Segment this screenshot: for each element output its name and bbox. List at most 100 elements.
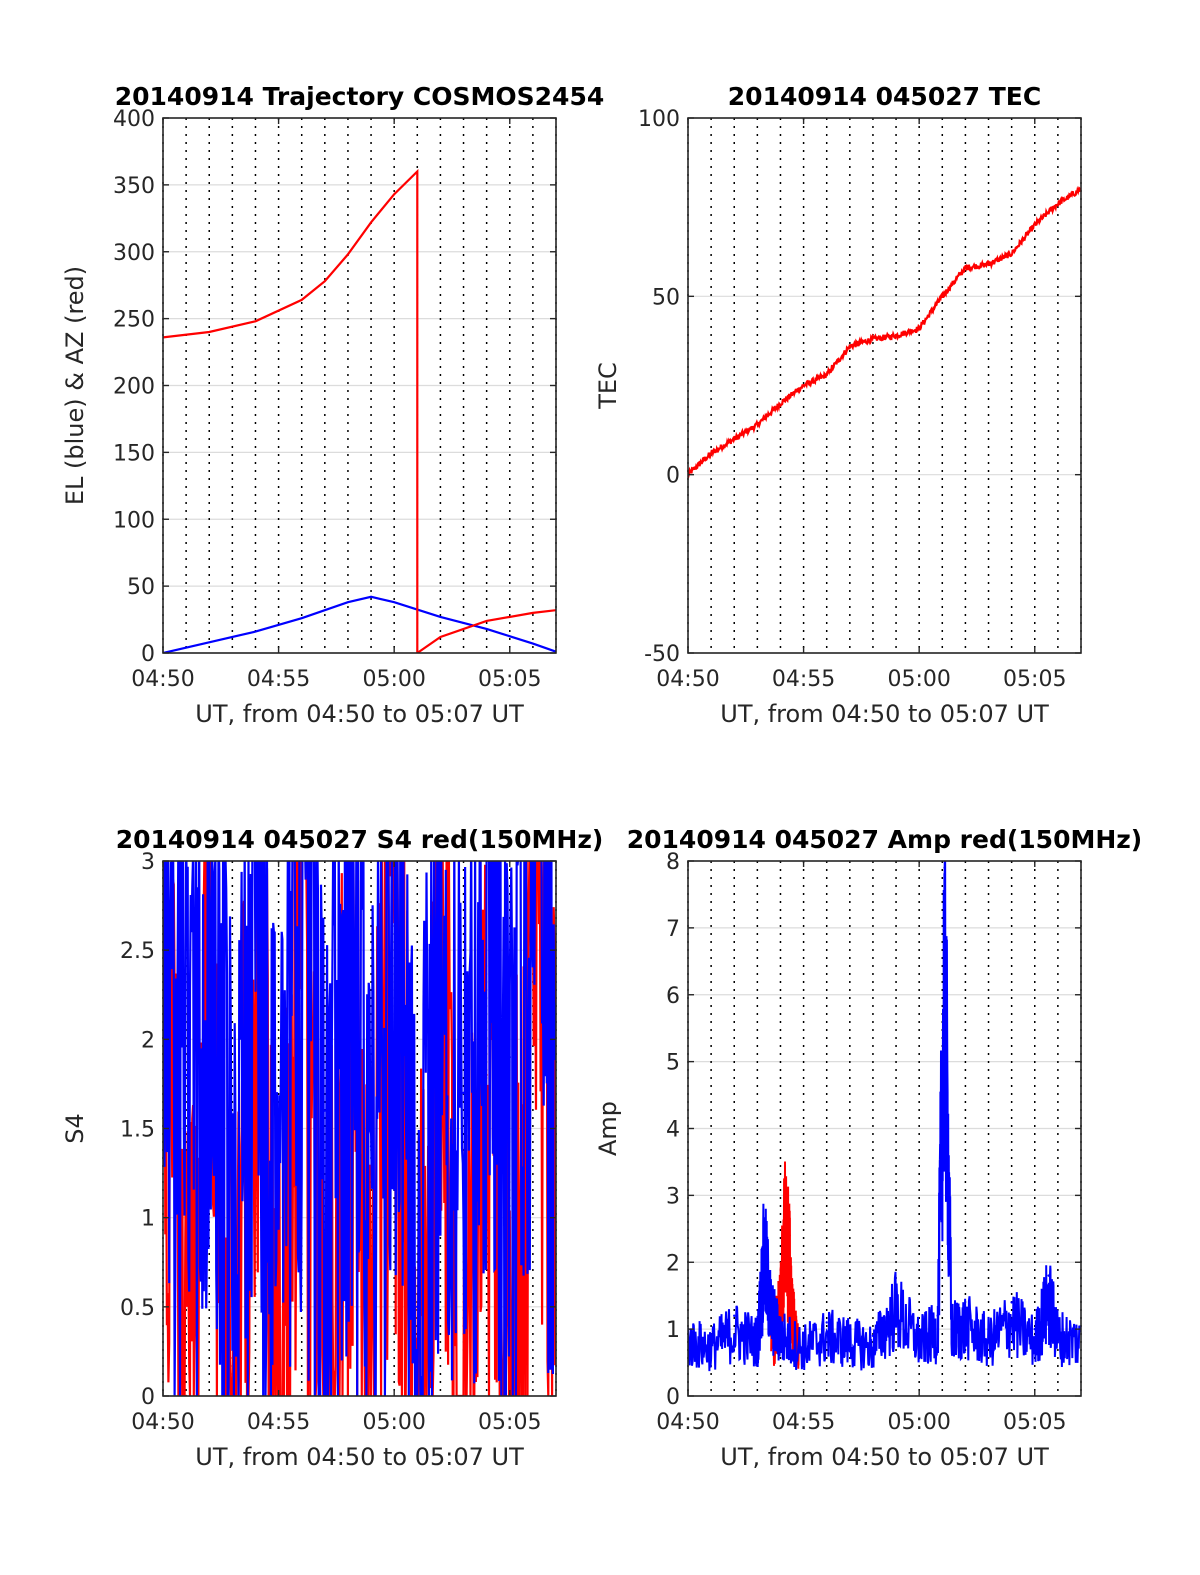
plot-area [163,861,556,1396]
y-tick-label: 200 [113,375,155,400]
y-tick-label: 0 [666,1385,680,1410]
data-point [531,895,535,898]
y-tick-label: 6 [666,984,680,1009]
y-tick-label: -50 [644,642,680,667]
plot-area [688,185,1081,479]
data-point [783,1187,787,1190]
data-point [894,1287,898,1291]
series-line-2 [163,861,556,1396]
data-point [369,1145,373,1148]
data-point [508,1055,511,1059]
y-tick-label: 2.5 [120,939,155,964]
x-tick-label: 04:50 [656,667,719,692]
y-tick-label: 0.5 [120,1296,155,1321]
data-point [779,1287,782,1291]
chart-title: 20140914 Trajectory COSMOS2454 [115,82,605,111]
chart-1: 0 50 100 150 200 250 300 350 400 04:50 04:55 05:00 0… [61,82,604,728]
x-tick-label: 05:00 [887,667,950,692]
plot-area [163,168,556,653]
x-axis-label: UT, from 04:50 to 05:07 UT [195,1443,524,1471]
x-tick-label: 05:00 [362,667,425,692]
x-tick-label: 05:05 [478,667,541,692]
y-tick-label: 350 [113,174,155,199]
data-point [184,1073,188,1077]
data-point [1047,1274,1050,1277]
data-point [950,1314,953,1317]
y-axis-label: TEC [594,362,622,410]
data-point [779,1321,782,1324]
data-point [733,1314,736,1317]
x-tick-label: 05:05 [1003,667,1066,692]
y-tick-label: 0 [141,642,155,667]
y-tick-label: 7 [666,917,680,942]
y-tick-label: 400 [113,107,155,132]
data-point [346,895,350,898]
x-tick-label: 04:50 [131,667,194,692]
data-point [231,1180,234,1184]
data-point [763,1220,766,1224]
y-axis-label: Amp [594,1101,622,1156]
series-line-2 [163,168,556,653]
data-point [793,1314,796,1317]
x-axis-label: UT, from 04:50 to 05:07 UT [720,700,1049,728]
data-point [917,1327,921,1331]
y-tick-label: 250 [113,308,155,333]
y-axis-label: EL (blue) & AZ (red) [61,266,89,505]
x-tick-label: 05:05 [478,1410,541,1435]
y-tick-label: 50 [652,285,680,310]
y-tick-label: 1 [141,1207,155,1232]
data-point [825,1321,828,1324]
chart-title: 20140914 045027 TEC [728,82,1041,111]
data-point [416,1305,419,1309]
data-point [254,948,257,952]
y-tick-label: 5 [666,1051,680,1076]
x-tick-label: 05:00 [362,1410,425,1435]
data-point [964,1307,967,1311]
y-tick-label: 4 [666,1118,680,1143]
data-point [788,1234,791,1237]
y-tick-label: 3 [141,850,155,875]
data-point [439,877,442,881]
series-line-2 [688,861,1081,1372]
data-point [943,866,946,869]
x-tick-label: 04:55 [247,667,310,692]
chart-title: 20140914 045027 S4 red(150MHz) [116,825,604,854]
data-point [323,1109,327,1112]
data-point [1056,1321,1060,1324]
y-tick-label: 2 [141,1028,155,1053]
series-line-1 [163,595,556,653]
y-tick-label: 2 [666,1251,680,1276]
chart-2: -50 0 50 100 04:50 04:55 05:00 05:05 20140914 04… [594,82,1082,728]
data-point [871,1334,875,1338]
data-point [802,1334,805,1338]
x-axis-label: UT, from 04:50 to 05:07 UT [720,1443,1049,1471]
data-point [770,1294,773,1297]
data-point [756,1327,759,1331]
x-tick-label: 05:05 [1003,1410,1066,1435]
y-tick-label: 100 [113,508,155,533]
axes-frame [687,117,1082,654]
x-tick-label: 04:55 [772,667,835,692]
data-point [369,1234,373,1237]
x-tick-label: 04:50 [131,1410,194,1435]
chart-3: 0 0.5 1 1.5 2 2.5 3 04:50 04:55 05:00 05:05 2014091… [61,825,603,1471]
data-point [462,1091,465,1095]
x-tick-label: 04:55 [772,1410,835,1435]
data-point [1033,1327,1036,1331]
data-point [848,1327,852,1331]
chart-title: 20140914 045027 Amp red(150MHz) [627,825,1143,854]
y-tick-label: 1.5 [120,1118,155,1143]
y-tick-label: 0 [141,1385,155,1410]
plot-area [688,861,1081,1372]
y-tick-label: 0 [666,464,680,489]
y-tick-label: 1 [666,1318,680,1343]
y-tick-label: 150 [113,441,155,466]
series-line-1 [688,185,1081,479]
y-tick-label: 50 [127,575,155,600]
y-tick-label: 8 [666,850,680,875]
y-axis-label: S4 [61,1113,89,1144]
y-tick-label: 100 [638,107,680,132]
chart-4: 0 1 2 3 4 5 6 7 8 04:50 04:55 05:00 05:05 20140914 04… [594,825,1143,1471]
data-point [936,1314,939,1317]
